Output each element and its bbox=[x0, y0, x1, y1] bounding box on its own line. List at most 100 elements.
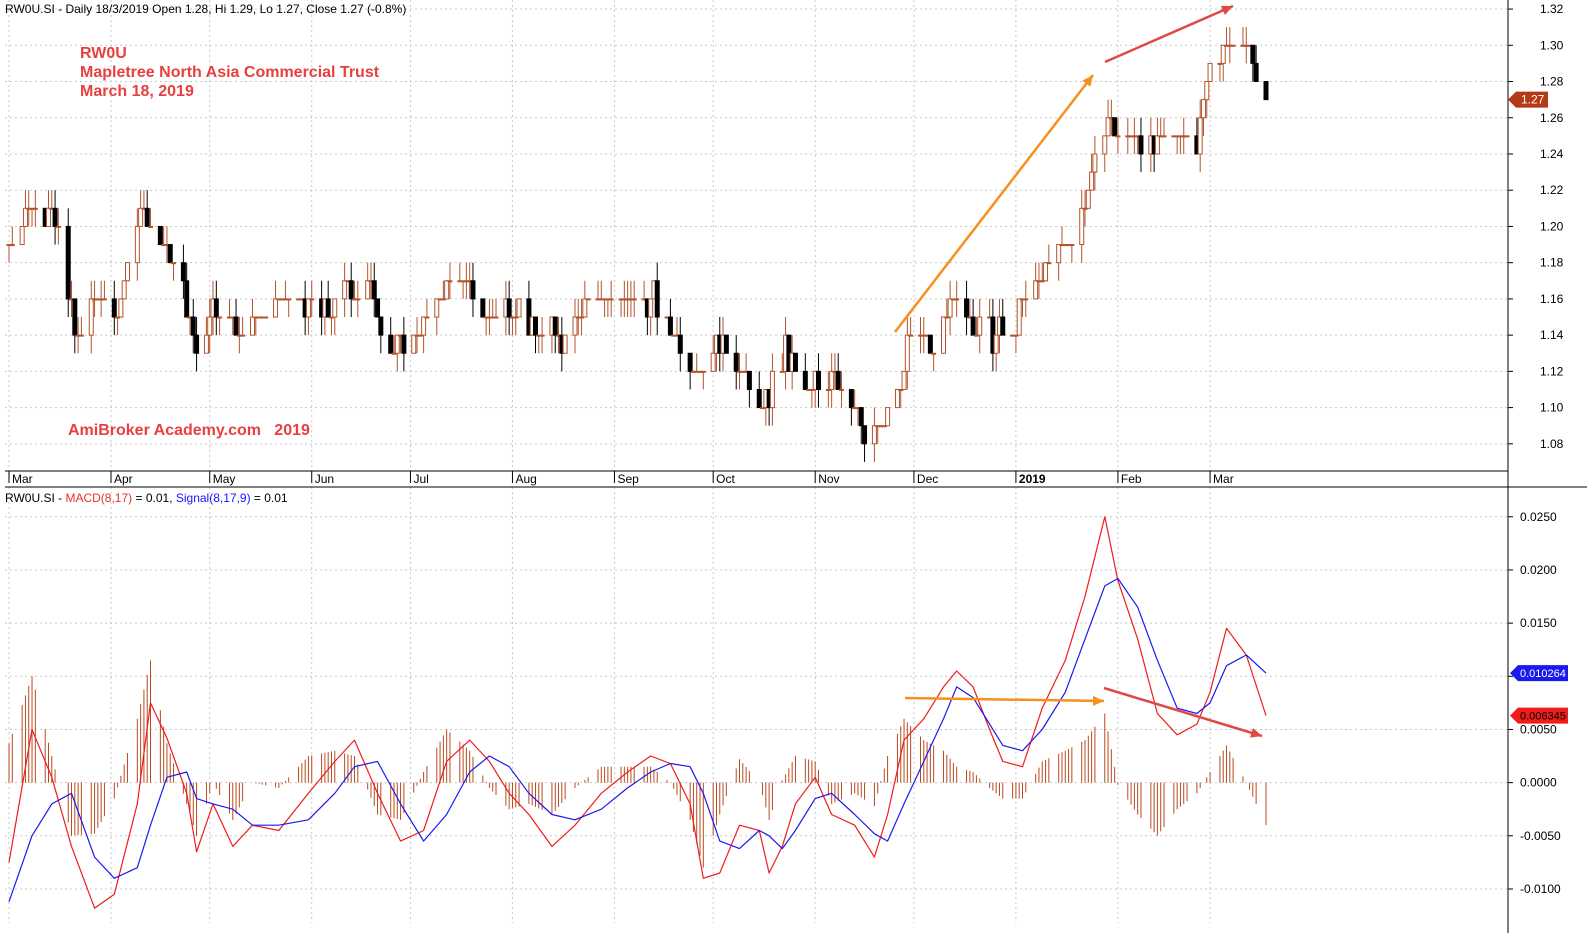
price-bar-body bbox=[388, 334, 394, 354]
company-label: Mapletree North Asia Commercial Trust bbox=[80, 64, 380, 81]
price-bar-body bbox=[207, 316, 213, 336]
price-bar bbox=[687, 352, 693, 390]
price-bar bbox=[263, 316, 269, 319]
macd-flat-arrow bbox=[904, 695, 1105, 706]
macd-y-tick-label: 0.0000 bbox=[1520, 776, 1557, 790]
price-bar-body bbox=[977, 316, 983, 336]
price-bar bbox=[470, 262, 476, 318]
price-bar bbox=[1154, 117, 1160, 155]
price-bar bbox=[1177, 135, 1183, 154]
signal-value: = 0.01 bbox=[250, 491, 288, 505]
price-bar bbox=[124, 262, 130, 282]
price-bar-body bbox=[332, 298, 338, 318]
price-bar bbox=[618, 298, 624, 318]
signal-last-marker bbox=[1510, 665, 1568, 682]
price-bar bbox=[1079, 190, 1085, 263]
macd-histogram bbox=[8, 660, 1267, 868]
price-bar bbox=[22, 190, 28, 227]
price-bar bbox=[417, 334, 423, 337]
price-bar bbox=[328, 316, 334, 336]
price-bar bbox=[375, 298, 381, 318]
price-bar-body bbox=[375, 298, 381, 318]
price-bar bbox=[447, 262, 453, 299]
price-bar bbox=[115, 316, 121, 336]
macd-line bbox=[8, 516, 1267, 909]
price-bar bbox=[493, 298, 499, 319]
price-bar bbox=[898, 388, 904, 408]
price-bar-body bbox=[180, 262, 186, 282]
price-bar-body bbox=[348, 280, 354, 300]
price-bar bbox=[138, 190, 144, 227]
price-bar-body bbox=[184, 280, 190, 318]
price-bar bbox=[848, 388, 854, 426]
price-bar-body bbox=[1253, 62, 1259, 83]
price-bar bbox=[1217, 62, 1223, 82]
price-bar-body bbox=[1082, 207, 1088, 210]
macd-divergence-arrow-shaft bbox=[1103, 686, 1263, 738]
price-bar-body bbox=[901, 370, 907, 390]
price-bar bbox=[52, 190, 58, 245]
price-bar-body bbox=[723, 334, 729, 354]
macd-y-tick-label: -0.0050 bbox=[1520, 829, 1561, 843]
price-bar bbox=[355, 280, 361, 318]
price-header: RW0U.SI - Daily 18/3/2019 Open 1.28, Hi … bbox=[5, 2, 406, 16]
title-annotation: RW0U Mapletree North Asia Commercial Tru… bbox=[80, 44, 379, 101]
price-bar bbox=[835, 353, 841, 390]
price-y-tick-label: 1.32 bbox=[1540, 2, 1564, 16]
price-bar bbox=[440, 280, 446, 301]
price-bar bbox=[203, 317, 209, 354]
macd-value: = 0.01, bbox=[132, 491, 176, 505]
price-bar bbox=[332, 298, 338, 336]
price-bar-body bbox=[710, 352, 716, 372]
price-bar bbox=[1046, 244, 1052, 265]
price-bar-body bbox=[648, 298, 654, 318]
price-bar bbox=[72, 298, 78, 354]
price-bar bbox=[118, 298, 124, 318]
price-bar-body bbox=[862, 425, 868, 445]
price-bar-body bbox=[848, 388, 854, 409]
price-y-tick-label: 1.24 bbox=[1540, 147, 1564, 161]
price-bar-body bbox=[552, 316, 558, 336]
x-tick-label: Nov bbox=[818, 472, 839, 486]
price-bar bbox=[1138, 117, 1144, 173]
axes: 1.08 1.10 1.12 1.14 1.16 1.18 1.20 1.22 1.24 1.26… bbox=[5, 0, 1587, 933]
price-bar bbox=[1161, 117, 1167, 138]
price-bar-body bbox=[1263, 81, 1269, 101]
price-bar bbox=[391, 335, 397, 355]
price-bar-body bbox=[970, 316, 976, 336]
price-bar-body bbox=[881, 425, 887, 428]
price-bar bbox=[516, 298, 522, 318]
price-bar bbox=[733, 335, 739, 390]
price-bar bbox=[421, 316, 427, 354]
price-bar bbox=[809, 388, 815, 408]
price-bar bbox=[348, 262, 354, 318]
price-bar bbox=[931, 352, 937, 372]
price-bar bbox=[1253, 45, 1259, 83]
last-close-marker bbox=[1508, 91, 1548, 108]
price-bar bbox=[756, 371, 762, 409]
macd-y-tick-label: -0.0100 bbox=[1520, 882, 1561, 896]
price-bar-body bbox=[506, 298, 512, 318]
price-bar bbox=[585, 298, 591, 301]
price-bar-body bbox=[391, 352, 397, 355]
price-bar-body bbox=[203, 334, 209, 354]
price-bar-body bbox=[1154, 135, 1160, 155]
macd-label: MACD(8,17) bbox=[65, 491, 133, 505]
price-bar-body bbox=[440, 298, 446, 301]
price-bar bbox=[904, 317, 910, 390]
price-bar bbox=[282, 280, 288, 301]
price-y-tick-label: 1.10 bbox=[1540, 401, 1564, 415]
price-bar-body bbox=[927, 334, 933, 354]
price-bar-body bbox=[1115, 135, 1121, 138]
indicator-symbol: RW0U.SI bbox=[5, 491, 55, 505]
signal-line bbox=[8, 577, 1267, 902]
price-bar-body bbox=[608, 298, 614, 301]
price-bar-body bbox=[88, 298, 94, 336]
price-y-tick-label: 1.20 bbox=[1540, 219, 1564, 233]
price-bar-body bbox=[138, 207, 144, 227]
price-bar-body bbox=[1207, 62, 1213, 83]
price-bar-body bbox=[394, 334, 400, 354]
price-bar-body bbox=[250, 316, 256, 336]
macd-y-tick-label: 0.0150 bbox=[1520, 616, 1557, 630]
